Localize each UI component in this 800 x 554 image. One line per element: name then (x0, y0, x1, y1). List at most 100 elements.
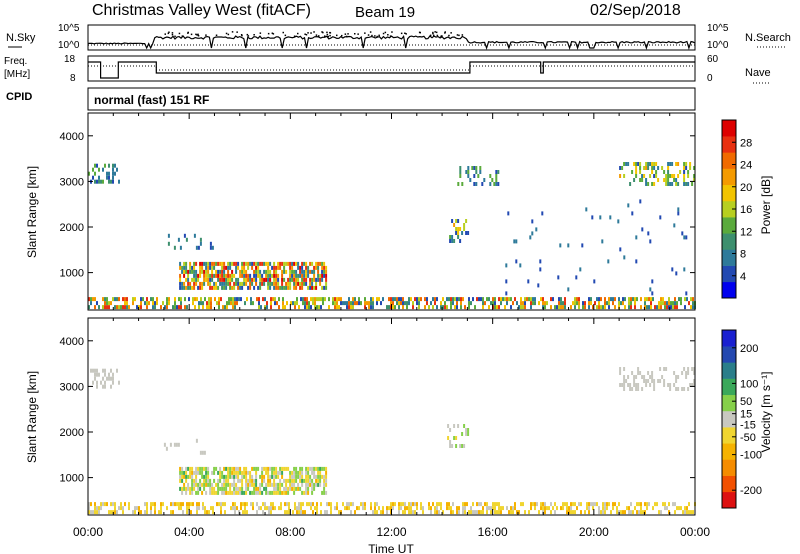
data-cell (271, 466, 274, 471)
cpid-frame (87, 87, 696, 111)
data-cell (231, 277, 234, 282)
data-cell (636, 510, 638, 515)
data-cell (467, 170, 470, 174)
data-cell (680, 297, 682, 302)
data-cell (234, 301, 236, 306)
data-cell (640, 305, 642, 310)
data-cell (144, 502, 146, 507)
data-cell (202, 502, 204, 507)
data-cell (655, 174, 658, 178)
data-cell (216, 502, 218, 507)
data-cell (269, 474, 272, 479)
data-cell (356, 301, 358, 306)
data-cell (398, 510, 400, 515)
data-cell (174, 301, 176, 306)
noise-point (400, 32, 403, 35)
data-cell (473, 166, 476, 170)
data-cell (315, 265, 318, 270)
data-cell (649, 239, 652, 244)
data-cell (541, 211, 544, 216)
data-cell (311, 261, 314, 266)
data-cell (635, 162, 638, 166)
data-cell (392, 506, 394, 511)
data-cell (102, 305, 104, 310)
data-cell (634, 297, 636, 302)
data-cell (225, 474, 228, 479)
data-cell (478, 502, 480, 507)
data-cell (508, 297, 510, 302)
data-cell (206, 510, 208, 515)
data-cell (457, 227, 460, 231)
data-cell (217, 482, 220, 487)
data-cell (275, 265, 278, 270)
noise-point (448, 34, 450, 37)
data-cell (241, 269, 244, 274)
date-label: 02/Sep/2018 (590, 2, 681, 19)
data-cell (206, 301, 208, 306)
data-cell (575, 275, 578, 280)
data-cell (98, 510, 100, 515)
data-cell (342, 301, 344, 306)
data-cell (209, 490, 212, 495)
data-cell (467, 231, 470, 235)
data-cell (213, 478, 216, 483)
data-cell (187, 269, 190, 274)
data-cell (646, 297, 648, 302)
data-cell (220, 506, 222, 511)
data-cell (608, 502, 610, 507)
data-cell (273, 470, 276, 475)
data-cell (285, 285, 288, 290)
data-cell (370, 502, 372, 507)
data-cell (328, 502, 330, 507)
data-cell (234, 297, 236, 302)
colorbar-tick-label: 100 (740, 378, 758, 390)
noise-point (378, 34, 380, 37)
colorbar-swatch (722, 443, 736, 460)
data-cell (264, 506, 266, 511)
data-cell (223, 277, 226, 282)
data-cell (112, 380, 114, 385)
data-cell (318, 305, 320, 310)
data-cell (116, 297, 118, 302)
data-cell (459, 166, 462, 170)
data-cell (183, 273, 186, 278)
data-cell (284, 305, 286, 310)
data-cell (307, 269, 310, 274)
data-cell (112, 502, 114, 507)
noise-point (440, 35, 442, 38)
data-cell (475, 182, 478, 186)
data-cell (467, 428, 470, 432)
data-cell (233, 478, 236, 483)
data-cell (114, 510, 116, 515)
data-cell (650, 305, 652, 310)
data-cell (279, 478, 282, 483)
data-cell (315, 261, 318, 266)
data-cell (108, 301, 110, 306)
data-cell (201, 466, 204, 471)
data-cell (267, 261, 270, 266)
data-cell (154, 506, 156, 511)
data-cell (211, 285, 214, 290)
data-cell (687, 170, 690, 174)
data-cell (202, 301, 204, 306)
data-cell (301, 269, 304, 274)
data-cell (494, 301, 496, 306)
noise-point (227, 33, 230, 36)
data-cell (539, 267, 542, 272)
data-cell (364, 305, 366, 310)
data-cell (473, 174, 476, 178)
data-cell (639, 178, 642, 182)
data-cell (516, 510, 518, 515)
data-cell (508, 510, 510, 515)
data-cell (185, 277, 188, 282)
data-cell (271, 474, 274, 479)
noise-point (432, 31, 434, 34)
data-cell (567, 243, 570, 248)
data-cell (203, 486, 206, 491)
data-cell (240, 506, 242, 511)
data-cell (641, 227, 644, 232)
data-cell (286, 502, 288, 507)
data-cell (236, 297, 238, 302)
data-cell (183, 285, 186, 290)
